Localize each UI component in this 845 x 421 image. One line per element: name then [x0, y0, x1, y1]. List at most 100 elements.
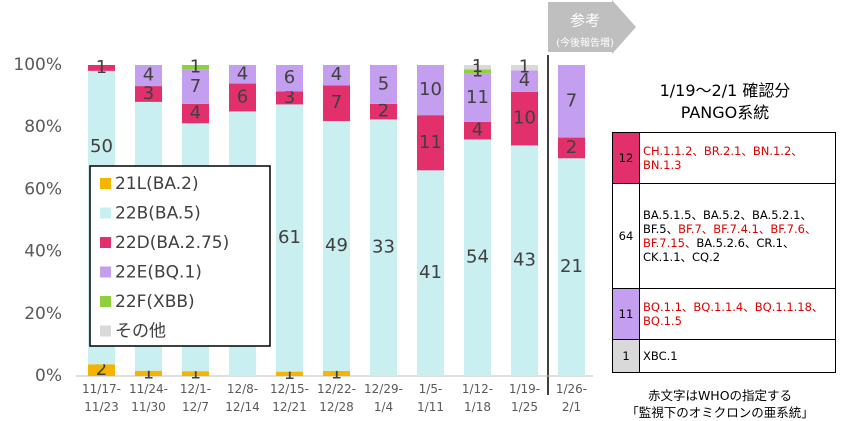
bar-segment: [417, 115, 444, 171]
data-label: 5: [378, 73, 389, 94]
y-tick-label: 40%: [24, 242, 62, 262]
lineage: BQ.1.1.18、: [754, 300, 824, 314]
bar-segment: [323, 85, 350, 122]
bar-segment: [417, 170, 444, 376]
legend-swatch: [100, 237, 111, 248]
lineage: BN.1.3: [643, 158, 682, 172]
bar-segment: [182, 65, 209, 70]
bar-segment: [464, 121, 491, 140]
legend: 21L(BA.2) 22B(BA.5) 22D(BA.2.75) 22E(BQ.1) 2…: [89, 165, 271, 347]
bar-segment: [464, 69, 491, 74]
footnote: 赤文字はWHOの指定する: [647, 388, 793, 403]
lineage: CH.1.1.2、: [643, 144, 704, 158]
legend-swatch: [100, 178, 111, 189]
bar-segment: [370, 65, 397, 104]
legend-label: 22F(XBB): [115, 292, 195, 312]
bar-segment: [558, 158, 585, 376]
data-label: 4: [331, 64, 342, 85]
x-tick-label: 11/24-11/30: [129, 382, 168, 414]
side-panel: 1/19〜2/1 確認分 PANGO系統 12 CH.1.1.2、BR.2.1、B…: [612, 80, 838, 421]
lineage: BN.1.2、: [752, 144, 803, 158]
y-tick-label: 80%: [24, 117, 62, 137]
bar-segment: [135, 86, 162, 102]
legend-swatch: [100, 296, 111, 307]
lineage-row: 64 BA.5.1.5、BA.5.2、BA.5.2.1、BF.5、BF.7、BF.…: [612, 183, 836, 289]
bar-segment: [229, 83, 256, 112]
data-label: 3: [284, 87, 295, 108]
x-tick-label: 12/15-12/21: [270, 382, 309, 414]
data-label: 3: [143, 83, 154, 104]
bar-segment: [276, 104, 303, 372]
lineage-list: BA.5.1.5、BA.5.2、BA.5.2.1、BF.5、BF.7、BF.7.…: [639, 183, 836, 289]
data-label: 4: [472, 120, 483, 141]
x-tick-label: 12/22-12/28: [317, 382, 356, 414]
x-tick-label: 12/1-12/7: [179, 382, 212, 414]
legend-label: 21L(BA.2): [115, 174, 199, 194]
bar-segment: [88, 65, 115, 71]
lineage-row: 12 CH.1.1.2、BR.2.1、BN.1.2、 BN.1.3: [612, 132, 836, 184]
legend-swatch: [100, 207, 111, 219]
lineage: XBC.1: [643, 349, 678, 363]
data-label: 10: [513, 108, 536, 129]
x-tick-label: 11/17-11/23: [82, 382, 121, 414]
bar-segment: [511, 65, 538, 71]
data-label: 4: [519, 70, 530, 91]
x-tick-label: 1/12-1/18: [461, 382, 494, 414]
lineage-count: 64: [612, 183, 640, 289]
data-label: 61: [278, 227, 301, 248]
data-label: 7: [566, 90, 577, 111]
bar-segment: [88, 364, 115, 376]
lineage: CK.1.1、: [643, 250, 693, 264]
bar-segment: [417, 65, 444, 116]
legend-label: その他: [115, 322, 166, 342]
bar-segment: [182, 371, 209, 376]
bar-segment: [511, 91, 538, 146]
reference-arrow: [548, 0, 636, 54]
bar-segment: [558, 65, 585, 138]
data-label: 11: [419, 132, 442, 153]
data-label: 1: [519, 57, 530, 78]
data-label: 2: [566, 137, 577, 158]
bar-segment: [276, 371, 303, 376]
bar-segment: [323, 65, 350, 86]
footnote: 「監視下のオミクロンの亜系統」: [626, 405, 814, 420]
lineage-row: 1 XBC.1: [612, 339, 836, 373]
lineage: BF.7.4.1、: [713, 222, 771, 236]
lineage: BF.7.6、: [770, 222, 817, 236]
legend-swatch: [100, 266, 111, 278]
data-label: 1: [96, 57, 107, 78]
lineage: BR.2.1、: [703, 144, 753, 158]
bar-segment: [464, 139, 491, 376]
bar-segment: [182, 69, 209, 104]
data-label: 4: [190, 103, 201, 124]
x-tick-label: 1/5-1/11: [417, 382, 444, 414]
data-label: 1: [331, 362, 342, 383]
lineage-count: 1: [612, 339, 640, 373]
lineage: BF.7、: [678, 222, 714, 236]
bar-segment: [464, 65, 491, 70]
bar-segment: [276, 65, 303, 92]
lineage-count: 12: [612, 132, 640, 184]
lineage-list: CH.1.1.2、BR.2.1、BN.1.2、 BN.1.3: [639, 132, 836, 184]
data-label: 1: [143, 362, 154, 383]
y-tick-label: 20%: [24, 304, 62, 324]
data-label: 10: [419, 79, 442, 100]
data-label: 33: [372, 237, 395, 258]
bar-segment: [511, 70, 538, 92]
bar-segment: [182, 103, 209, 124]
annotation: 参考: [570, 12, 600, 30]
legend-label: 22D(BA.2.75): [115, 233, 229, 253]
data-label: 1: [284, 363, 295, 384]
panel-title: PANGO系統: [680, 103, 770, 122]
bar-segment: [558, 137, 585, 159]
lineage: BA.5.2.6、: [696, 236, 757, 250]
x-tick-label: 12/8-12/14: [225, 382, 260, 414]
lineage-list: BQ.1.1、BQ.1.1.4、BQ.1.1.18、 BQ.1.5: [639, 288, 836, 340]
data-label: 1: [472, 61, 483, 82]
x-tick-label: 1/19-1/25: [508, 382, 541, 414]
lineage-table: 12 CH.1.1.2、BR.2.1、BN.1.2、 BN.1.3 64 BA.5.1.…: [612, 132, 836, 373]
data-label: 2: [378, 101, 389, 122]
data-label: 7: [331, 92, 342, 113]
lineage: BQ.1.1.4、: [693, 300, 755, 314]
